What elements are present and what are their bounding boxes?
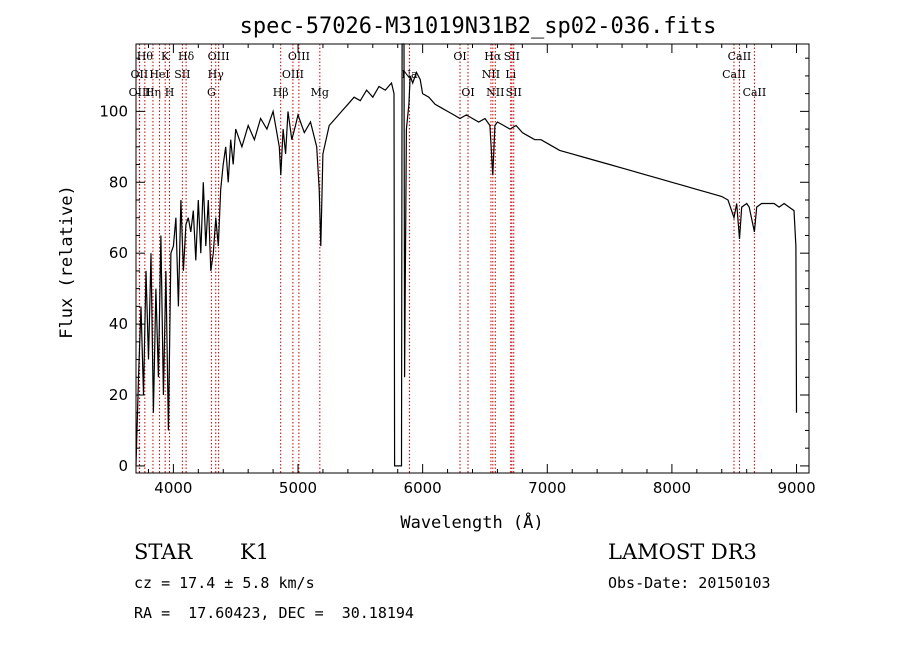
- x-axis-label: Wavelength (Å): [400, 511, 543, 533]
- line-label: OIII: [208, 50, 230, 63]
- line-markers: OII OIII Hθ Hη HeI K H SII Hδ G Hγ OIII Hβ OIII OIII Mg…: [129, 44, 767, 473]
- x-axis: 4000 5000 6000 7000 8000 9000: [147, 44, 816, 497]
- survey-name: LAMOST DR3: [608, 540, 757, 564]
- line-label: Hα: [484, 50, 502, 63]
- chart-title: spec-57026-M31019N31B2_sp02-036.fits: [240, 14, 717, 39]
- line-label: OIII: [129, 86, 151, 99]
- y-tick-label: 40: [109, 315, 128, 333]
- line-label: Mg: [311, 86, 329, 99]
- line-label: Li: [505, 68, 516, 81]
- line-label: OI: [461, 86, 474, 99]
- y-tick-label: 60: [109, 244, 128, 262]
- line-label: CaII: [728, 50, 752, 63]
- line-label: G: [207, 86, 216, 99]
- line-label: Hθ: [137, 50, 154, 63]
- x-tick-label: 8000: [653, 479, 691, 497]
- line-label: OI: [453, 50, 466, 63]
- line-label: CaII: [743, 86, 767, 99]
- line-label: NII: [482, 68, 500, 81]
- line-label: Hδ: [178, 50, 195, 63]
- y-axis-label: Flux (relative): [57, 185, 77, 339]
- line-label: Hβ: [273, 86, 289, 99]
- y-axis: 0 20 40 60 80 100: [99, 57, 809, 475]
- line-label: OIII: [282, 68, 304, 81]
- line-label: SII: [174, 68, 190, 81]
- line-label: K: [161, 50, 170, 63]
- line-label: SII: [506, 86, 522, 99]
- line-label: OIII: [288, 50, 310, 63]
- y-tick-label: 0: [118, 457, 128, 475]
- y-tick-label: 20: [109, 386, 128, 404]
- line-label: Hγ: [208, 68, 225, 81]
- line-label: CaII: [722, 68, 746, 81]
- line-label: Na: [401, 68, 418, 81]
- line-label: H: [165, 86, 175, 99]
- spectrum-line: [135, 43, 798, 467]
- plot-frame: [135, 43, 810, 474]
- x-tick-label: 9000: [777, 479, 815, 497]
- line-label: Hη: [145, 86, 161, 99]
- observation-date: Obs-Date: 20150103: [608, 574, 771, 592]
- coordinates: RA = 17.60423, DEC = 30.18194: [134, 604, 414, 622]
- y-tick-label: 80: [109, 173, 128, 191]
- x-tick-label: 7000: [528, 479, 566, 497]
- redshift-value: cz = 17.4 ± 5.8 km/s: [134, 574, 315, 592]
- line-label: SII: [504, 50, 520, 63]
- line-label: OII: [131, 68, 149, 81]
- x-tick-label: 5000: [279, 479, 317, 497]
- y-tick-label: 100: [99, 102, 128, 120]
- object-class: STAR: [134, 540, 193, 564]
- object-subclass: K1: [240, 540, 270, 564]
- line-label: HeI: [149, 68, 169, 81]
- x-tick-label: 4000: [154, 479, 192, 497]
- line-label: NII: [486, 86, 504, 99]
- x-tick-label: 6000: [404, 479, 442, 497]
